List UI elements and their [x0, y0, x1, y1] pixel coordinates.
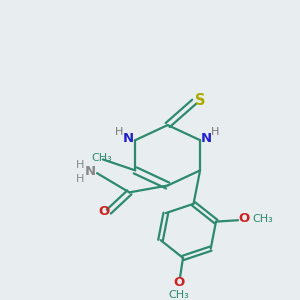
Text: S: S	[195, 93, 206, 108]
Text: H: H	[76, 174, 84, 184]
Text: CH₃: CH₃	[253, 214, 274, 224]
Text: H: H	[211, 128, 220, 137]
Text: CH₃: CH₃	[168, 290, 189, 300]
Text: O: O	[99, 205, 110, 218]
Text: N: N	[201, 132, 212, 145]
Text: H: H	[76, 160, 84, 170]
Text: O: O	[173, 276, 184, 289]
Text: H: H	[115, 128, 123, 137]
Text: N: N	[85, 165, 96, 178]
Text: N: N	[123, 132, 134, 145]
Text: O: O	[238, 212, 250, 225]
Text: CH₃: CH₃	[91, 153, 112, 163]
